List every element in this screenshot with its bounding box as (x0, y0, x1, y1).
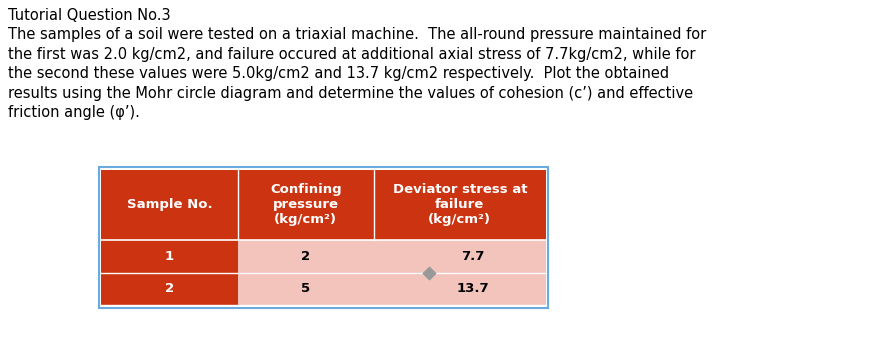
Text: Tutorial Question No.3
The samples of a soil were tested on a triaxial machine. : Tutorial Question No.3 The samples of a … (8, 8, 706, 120)
Bar (238, 240, 374, 273)
Bar (101, 240, 238, 273)
Text: Deviator stress at
failure
(kg/cm²): Deviator stress at failure (kg/cm²) (392, 184, 527, 226)
Bar (101, 170, 238, 240)
Bar (374, 273, 546, 305)
Bar (374, 240, 546, 273)
Bar (238, 273, 374, 305)
Text: 7.7: 7.7 (461, 250, 485, 263)
Bar (99, 167, 548, 308)
Text: 13.7: 13.7 (457, 283, 489, 295)
Text: Confining
pressure
(kg/cm²): Confining pressure (kg/cm²) (270, 184, 341, 226)
Text: 1: 1 (165, 250, 174, 263)
Text: 2: 2 (301, 250, 311, 263)
Text: Sample No.: Sample No. (127, 199, 212, 211)
Text: 5: 5 (301, 283, 311, 295)
Bar (238, 170, 374, 240)
Bar (374, 170, 546, 240)
Bar (101, 273, 238, 305)
Text: 2: 2 (165, 283, 174, 295)
